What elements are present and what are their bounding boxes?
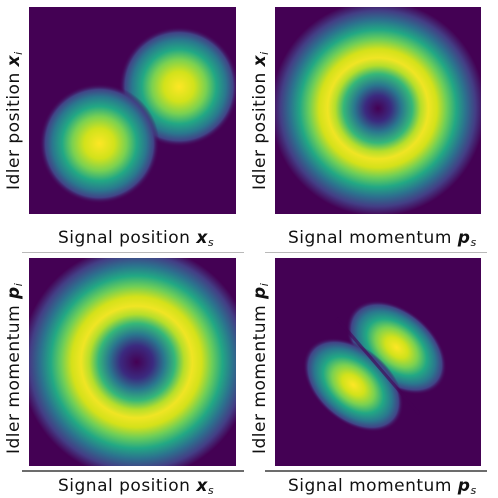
y-axis-label-var: x [250, 54, 270, 67]
heatmap-plot [275, 7, 481, 214]
x-axis-label: Signal position xs [58, 476, 214, 497]
x-axis-label-sub: s [470, 236, 477, 249]
y-axis-label-text: Idler position [250, 72, 270, 190]
x-axis-label-var: x [196, 228, 208, 248]
ring [29, 258, 236, 466]
divider-line [22, 252, 244, 253]
y-axis-label-var: p [250, 286, 270, 299]
x-axis-label: Signal momentum ps [288, 476, 477, 497]
y-axis-label-var: x [4, 54, 24, 67]
y-axis-label: Idler momentum pi [4, 283, 25, 454]
x-axis-label-var: p [457, 476, 471, 496]
divider-line [265, 470, 487, 472]
heatmap-plot [29, 7, 236, 214]
y-axis-label-sub: i [12, 282, 25, 287]
x-axis-label: Signal momentum ps [288, 228, 477, 249]
x-axis-label-var: p [457, 228, 471, 248]
x-axis-label-sub: s [207, 484, 215, 497]
x-axis-label-var: x [196, 476, 208, 496]
x-axis-label: Signal position xs [58, 228, 214, 249]
heatmap-svg [275, 7, 481, 214]
y-axis-label-text: Idler momentum [250, 304, 270, 454]
heatmap-plot [275, 258, 481, 466]
x-axis-label-sub: s [207, 236, 215, 249]
y-axis-label: Idler position xi [4, 51, 25, 190]
divider-line [265, 252, 487, 253]
y-axis-label: Idler position xi [250, 51, 271, 190]
y-axis-label-sub: i [12, 51, 25, 55]
heatmap-svg [29, 7, 236, 214]
y-axis-label-var: p [4, 286, 24, 299]
lobe-lower-left [39, 83, 160, 204]
heatmap-svg [29, 258, 236, 466]
x-axis-label-text: Signal position [58, 476, 191, 496]
heatmap-plot [29, 258, 236, 466]
ring [275, 7, 481, 214]
y-axis-label-sub: i [258, 51, 271, 55]
x-axis-label-text: Signal momentum [288, 476, 452, 496]
x-axis-label-text: Signal position [58, 228, 191, 248]
heatmap-svg [275, 258, 481, 466]
x-axis-label-text: Signal momentum [288, 228, 452, 248]
y-axis-label-sub: i [258, 282, 271, 287]
x-axis-label-sub: s [470, 484, 477, 497]
nodal-line [335, 317, 421, 416]
y-axis-label: Idler momentum pi [250, 283, 271, 454]
divider-line [22, 470, 244, 472]
lobe-lower-left [303, 337, 404, 433]
y-axis-label-text: Idler position [4, 72, 24, 190]
y-axis-label-text: Idler momentum [4, 304, 24, 454]
